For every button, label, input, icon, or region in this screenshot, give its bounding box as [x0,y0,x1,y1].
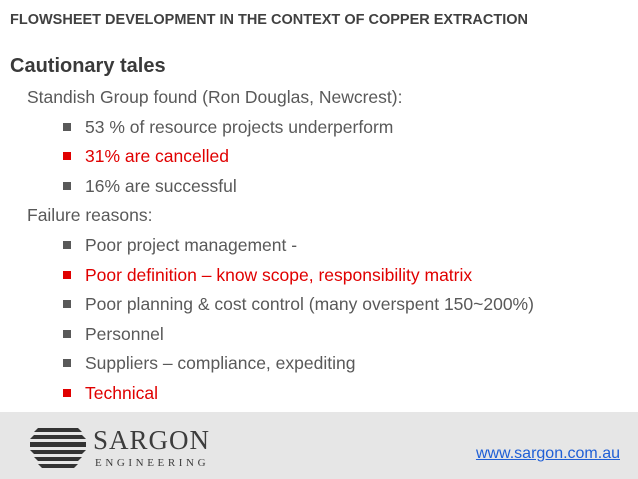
bullet-item: 31% are cancelled [63,145,229,167]
bullet-text: Suppliers – compliance, expediting [85,353,356,374]
bullet-marker [63,270,71,279]
bullet-text: 16% are successful [85,175,237,196]
bullet-item: Technical [63,382,158,404]
bullet-text: Poor project management - [85,235,298,255]
bullet-marker [63,329,71,338]
bullet-item: 16% are successful [63,175,237,197]
bullet-marker [63,181,71,190]
bullet-text: Poor planning & cost control (many overs… [85,294,534,315]
bullet-marker [63,300,71,309]
website-link[interactable]: www.sargon.com.au [475,445,620,462]
bullet-item: 53 % of resource projects underperform [63,116,394,138]
bullet-text: 31% are cancelled [85,146,229,167]
bullet-item: Poor project management - [63,234,298,256]
bullet-text: 53 % of resource projects underperform [85,116,394,137]
logo-icon [30,428,86,468]
bullet-item: Suppliers – compliance, expediting [63,352,356,374]
bullet-text: Personnel [85,323,164,344]
bullet-text: Standish Group found (Ron Douglas, Newcr… [27,87,403,107]
logo-brand: SARGON [93,425,211,455]
bullet-marker [63,152,71,161]
bullet-marker [63,241,71,249]
bullet-marker [63,359,71,368]
bullet-marker [63,389,71,397]
bullet-item: Poor planning & cost control (many overs… [63,293,534,315]
bullet-item: Poor definition – know scope, responsibi… [63,264,473,286]
bullet-text: Failure reasons: [27,205,153,226]
slide-subtitle: Cautionary tales [10,55,166,77]
footer: SARGON ENGINEERING www.sargon.com.au [0,412,638,479]
logo-subbrand: ENGINEERING [95,457,210,469]
slide-header: FLOWSHEET DEVELOPMENT IN THE CONTEXT OF … [10,12,528,28]
bullet-item: Personnel [63,323,164,345]
bullet-marker [63,122,71,131]
bullet-item: Failure reasons: [27,204,152,226]
bullet-text: Poor definition – know scope, responsibi… [85,264,473,285]
bullet-item: Standish Group found (Ron Douglas, Newcr… [27,86,402,108]
bullet-text: Technical [85,383,158,403]
